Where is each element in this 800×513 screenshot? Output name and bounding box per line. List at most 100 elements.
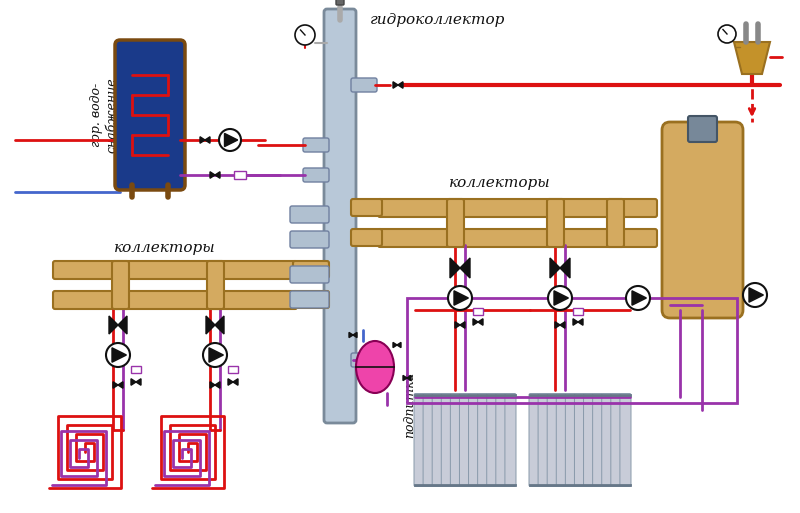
FancyBboxPatch shape xyxy=(351,78,377,92)
FancyBboxPatch shape xyxy=(112,261,129,309)
Ellipse shape xyxy=(356,341,394,393)
Polygon shape xyxy=(200,137,205,143)
Bar xyxy=(473,308,483,315)
FancyBboxPatch shape xyxy=(574,393,586,486)
Circle shape xyxy=(548,286,572,310)
FancyBboxPatch shape xyxy=(529,393,540,486)
FancyBboxPatch shape xyxy=(469,393,480,486)
FancyBboxPatch shape xyxy=(662,122,743,318)
Polygon shape xyxy=(749,288,763,302)
Polygon shape xyxy=(210,172,215,178)
Polygon shape xyxy=(455,322,460,328)
FancyBboxPatch shape xyxy=(478,393,489,486)
FancyBboxPatch shape xyxy=(115,40,185,190)
FancyBboxPatch shape xyxy=(538,393,549,486)
FancyBboxPatch shape xyxy=(496,393,507,486)
Circle shape xyxy=(106,343,130,367)
FancyBboxPatch shape xyxy=(607,199,624,247)
Polygon shape xyxy=(454,291,469,305)
Polygon shape xyxy=(349,332,353,338)
Polygon shape xyxy=(113,382,118,388)
Polygon shape xyxy=(210,382,215,388)
Text: коллекторы: коллекторы xyxy=(114,241,216,255)
Bar xyxy=(234,171,246,179)
Polygon shape xyxy=(393,342,397,348)
Polygon shape xyxy=(209,348,223,362)
Polygon shape xyxy=(109,316,118,334)
FancyBboxPatch shape xyxy=(547,199,564,247)
Text: гидроколлектор: гидроколлектор xyxy=(370,13,506,27)
FancyBboxPatch shape xyxy=(378,229,657,247)
FancyBboxPatch shape xyxy=(290,206,329,223)
Polygon shape xyxy=(573,319,578,325)
FancyBboxPatch shape xyxy=(53,291,297,309)
Polygon shape xyxy=(460,258,470,278)
Bar xyxy=(407,298,737,403)
FancyBboxPatch shape xyxy=(351,229,382,246)
Polygon shape xyxy=(136,379,141,385)
Polygon shape xyxy=(450,258,460,278)
Circle shape xyxy=(219,129,241,151)
FancyBboxPatch shape xyxy=(423,393,434,486)
Polygon shape xyxy=(734,42,770,74)
Polygon shape xyxy=(554,291,568,305)
FancyBboxPatch shape xyxy=(556,393,567,486)
FancyBboxPatch shape xyxy=(611,393,622,486)
Text: коллекторы: коллекторы xyxy=(449,176,551,190)
FancyBboxPatch shape xyxy=(566,393,577,486)
FancyBboxPatch shape xyxy=(351,353,377,367)
FancyBboxPatch shape xyxy=(324,9,356,423)
FancyBboxPatch shape xyxy=(583,393,594,486)
Polygon shape xyxy=(225,133,238,147)
Bar xyxy=(131,366,141,373)
Polygon shape xyxy=(478,319,483,325)
Bar xyxy=(573,308,583,315)
FancyBboxPatch shape xyxy=(293,261,329,278)
FancyBboxPatch shape xyxy=(336,0,344,5)
FancyBboxPatch shape xyxy=(378,199,657,217)
FancyBboxPatch shape xyxy=(293,291,329,308)
Polygon shape xyxy=(233,379,238,385)
Circle shape xyxy=(718,25,736,43)
Polygon shape xyxy=(112,348,126,362)
FancyBboxPatch shape xyxy=(432,393,443,486)
Circle shape xyxy=(295,25,315,45)
FancyBboxPatch shape xyxy=(53,261,297,279)
FancyBboxPatch shape xyxy=(505,393,516,486)
Polygon shape xyxy=(550,258,560,278)
Polygon shape xyxy=(228,379,233,385)
Polygon shape xyxy=(560,322,565,328)
FancyBboxPatch shape xyxy=(593,393,604,486)
Polygon shape xyxy=(560,258,570,278)
FancyBboxPatch shape xyxy=(290,266,329,283)
FancyBboxPatch shape xyxy=(442,393,452,486)
FancyBboxPatch shape xyxy=(207,261,224,309)
Bar xyxy=(228,366,238,373)
Polygon shape xyxy=(473,319,478,325)
Polygon shape xyxy=(578,319,583,325)
FancyBboxPatch shape xyxy=(351,199,382,216)
FancyBboxPatch shape xyxy=(688,116,717,142)
Polygon shape xyxy=(403,376,407,381)
FancyBboxPatch shape xyxy=(450,393,462,486)
Polygon shape xyxy=(205,137,210,143)
FancyBboxPatch shape xyxy=(414,393,425,486)
Circle shape xyxy=(448,286,472,310)
Text: подпитка: подпитка xyxy=(403,372,417,438)
Polygon shape xyxy=(555,322,560,328)
Polygon shape xyxy=(215,316,224,334)
FancyBboxPatch shape xyxy=(620,393,631,486)
Polygon shape xyxy=(398,82,403,88)
FancyBboxPatch shape xyxy=(447,199,464,247)
FancyBboxPatch shape xyxy=(303,138,329,152)
FancyBboxPatch shape xyxy=(290,231,329,248)
FancyBboxPatch shape xyxy=(303,168,329,182)
FancyBboxPatch shape xyxy=(459,393,470,486)
Polygon shape xyxy=(215,382,220,388)
Polygon shape xyxy=(460,322,465,328)
Circle shape xyxy=(743,283,767,307)
Polygon shape xyxy=(118,316,127,334)
Polygon shape xyxy=(131,379,136,385)
Polygon shape xyxy=(215,172,220,178)
Polygon shape xyxy=(353,332,357,338)
